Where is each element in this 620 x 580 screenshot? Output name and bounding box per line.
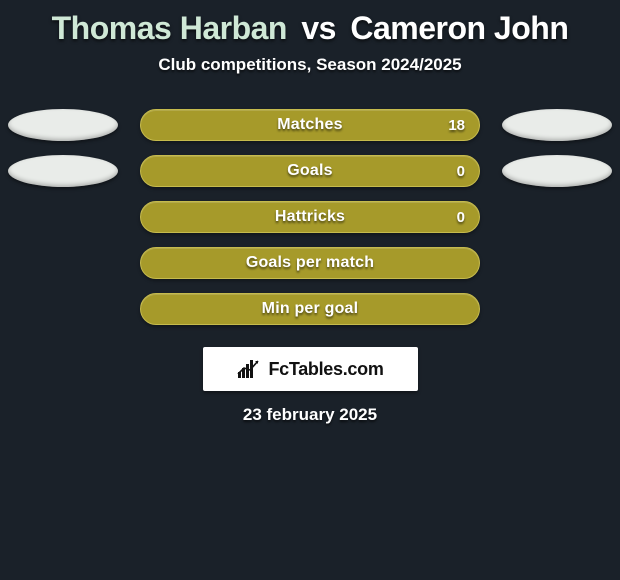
side-pill-right [502, 109, 612, 141]
stat-row: Goals per match [0, 243, 620, 289]
stat-label: Min per goal [262, 300, 359, 318]
stat-row: Goals 0 [0, 151, 620, 197]
vs-label: vs [301, 10, 336, 46]
stat-row: Min per goal [0, 289, 620, 335]
stat-bar: Goals per match [140, 247, 480, 279]
stat-value-right: 18 [448, 117, 465, 134]
player2-name: Cameron John [350, 10, 568, 46]
footer-date: 23 february 2025 [0, 405, 620, 425]
side-pill-left [8, 155, 118, 187]
stat-row: Matches 18 [0, 105, 620, 151]
page-title: Thomas Harban vs Cameron John [52, 10, 569, 47]
stat-bar: Hattricks 0 [140, 201, 480, 233]
stat-value-right: 0 [457, 163, 465, 180]
stat-bar: Matches 18 [140, 109, 480, 141]
stat-rows: Matches 18 Goals 0 Hattricks 0 Goals per match… [0, 105, 620, 335]
player1-name: Thomas Harban [52, 10, 287, 46]
stat-label: Matches [277, 116, 342, 134]
stat-label: Goals per match [246, 254, 374, 272]
stat-bar: Min per goal [140, 293, 480, 325]
side-pill-left [8, 109, 118, 141]
logo-box: FcTables.com [203, 347, 418, 391]
fctables-icon [236, 358, 262, 380]
side-pill-right [502, 155, 612, 187]
stat-label: Goals [287, 162, 332, 180]
stat-bar: Goals 0 [140, 155, 480, 187]
stat-label: Hattricks [275, 208, 345, 226]
subtitle: Club competitions, Season 2024/2025 [0, 55, 620, 75]
stat-value-right: 0 [457, 209, 465, 226]
logo-text: FcTables.com [268, 359, 383, 380]
stat-row: Hattricks 0 [0, 197, 620, 243]
